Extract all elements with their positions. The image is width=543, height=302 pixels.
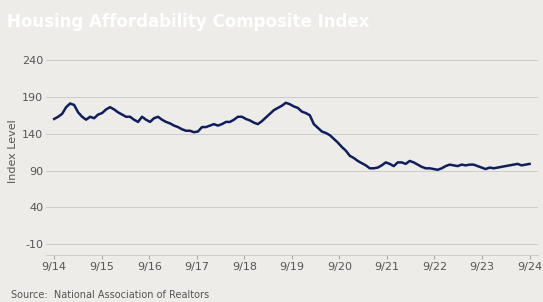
Text: Source:  National Association of Realtors: Source: National Association of Realtors — [11, 291, 209, 300]
Y-axis label: Index Level: Index Level — [8, 119, 18, 183]
Text: Housing Affordability Composite Index: Housing Affordability Composite Index — [7, 13, 369, 31]
